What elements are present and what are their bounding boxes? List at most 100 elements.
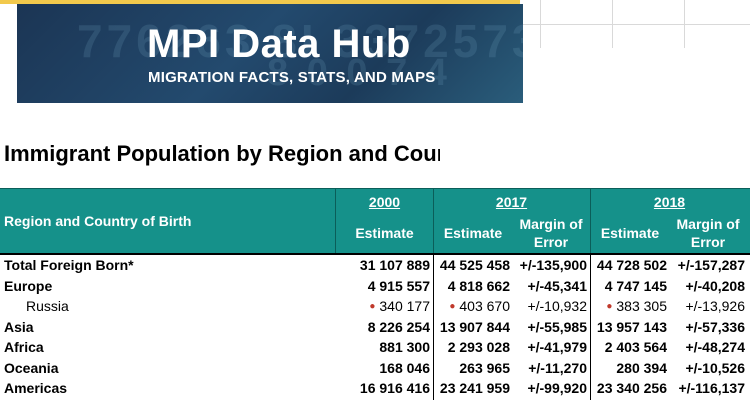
table-cell: 13 957 143 xyxy=(597,319,667,335)
table-cell: 168 046 xyxy=(379,360,430,376)
table-cell: +/-135,900 xyxy=(520,257,587,273)
banner-title: MPI Data Hub xyxy=(147,22,411,66)
year-header-2017: 2017 xyxy=(495,194,528,210)
cell-value: 23 340 256 xyxy=(596,380,667,396)
table-cell: +/-41,979 xyxy=(527,339,587,355)
cell-value: 2 293 028 xyxy=(447,339,510,355)
table-row: Europe 4 915 557 4 818 662 +/-45,341 4 747 1… xyxy=(0,277,750,297)
cell-value: +/-10,526 xyxy=(685,359,745,376)
cell-value: +/-99,920 xyxy=(527,380,587,396)
cell-value: +/-13,926 xyxy=(685,298,745,314)
column-header-moe-2018: Margin of Error xyxy=(676,216,740,250)
cell-value: 4 915 557 xyxy=(367,277,430,294)
table-cell: ● 340 177 xyxy=(369,298,430,314)
cell-value: 383 305 xyxy=(616,298,667,314)
table-cell: +/-116,137 xyxy=(678,380,745,396)
table-cell: 8 226 254 xyxy=(368,319,430,335)
column-header-estimate-2000: Estimate xyxy=(355,225,414,241)
table-cell: +/-10,932 xyxy=(527,298,587,314)
page-title: Immigrant Population by Region and Count… xyxy=(4,141,440,166)
table-cell: 4 915 557 xyxy=(368,278,430,294)
table-cell: 881 300 xyxy=(379,339,430,355)
row-label: Europe xyxy=(4,277,53,294)
cell-value: 881 300 xyxy=(379,339,430,355)
table-cell: 23 340 256 xyxy=(597,380,667,396)
banner-background-pattern: 776263 8I 3372573 xyxy=(77,15,523,67)
column-header-moe-2017: Margin of Error xyxy=(519,216,583,250)
cell-value: +/-157,287 xyxy=(677,257,745,273)
row-label: Asia xyxy=(4,318,34,335)
table-cell: +/-55,985 xyxy=(527,319,587,335)
cell-value: 13 957 143 xyxy=(596,318,667,335)
table-cell: 44 728 502 xyxy=(597,257,667,273)
year-header-2000: 2000 xyxy=(368,194,401,210)
table-cell: 4 818 662 xyxy=(448,278,510,294)
cell-value: 4 818 662 xyxy=(447,277,510,294)
table-header: Region and Country of Birth 2000 Estimat… xyxy=(0,188,750,254)
cell-value: 280 394 xyxy=(616,359,667,376)
column-divider xyxy=(433,189,434,254)
row-label: Africa xyxy=(4,339,44,355)
table-cell: 2 403 564 xyxy=(605,339,667,355)
table-row: Asia 8 226 254 13 907 844 +/-55,985 13 957 1… xyxy=(0,318,750,338)
table-cell: +/-99,920 xyxy=(527,380,587,396)
table-cell: 2 293 028 xyxy=(448,339,510,355)
year-header-2018: 2018 xyxy=(653,194,686,210)
cell-value: +/-116,137 xyxy=(678,380,745,396)
mpi-banner: 776263 8I 3372573 8 0 0 7 4 MPI Data Hub… xyxy=(17,4,523,103)
cell-value: +/-48,274 xyxy=(685,339,745,355)
table-cell: +/-57,336 xyxy=(685,319,745,335)
row-label: Americas xyxy=(4,380,68,396)
cell-value: +/-11,270 xyxy=(528,359,587,376)
cell-value: 44 525 458 xyxy=(439,257,510,273)
table-cell: 31 107 889 xyxy=(360,257,430,273)
table-cell: 16 916 416 xyxy=(360,380,430,396)
cell-value: +/-10,932 xyxy=(527,298,587,314)
cell-value: +/-135,900 xyxy=(519,257,587,273)
cell-value: 403 670 xyxy=(459,298,510,314)
table-cell: 263 965 xyxy=(459,360,510,376)
cell-value: 4 747 145 xyxy=(604,277,667,294)
cell-value: 340 177 xyxy=(379,298,430,314)
column-divider xyxy=(433,255,434,400)
column-header-estimate-2018: Estimate xyxy=(600,225,660,241)
header-bottom-border xyxy=(0,253,750,255)
cell-value: +/-57,336 xyxy=(685,318,745,335)
marker-dot-icon: ● xyxy=(606,301,613,312)
table-cell: 280 394 xyxy=(616,360,667,376)
marker-dot-icon: ● xyxy=(369,301,376,312)
banner-background-pattern: 8 0 0 7 4 xyxy=(267,52,451,94)
row-label: Russia xyxy=(26,298,69,314)
cell-value: 2 403 564 xyxy=(604,339,667,355)
cell-value: 263 965 xyxy=(459,359,510,376)
table-cell: 23 241 959 xyxy=(440,380,510,396)
column-divider xyxy=(590,255,591,400)
table-cell: +/-48,274 xyxy=(685,339,745,355)
table-cell: ● 403 670 xyxy=(449,298,510,314)
row-header-label: Region and Country of Birth xyxy=(4,213,192,229)
table-cell: 44 525 458 xyxy=(440,257,510,273)
row-label: Total Foreign Born* xyxy=(4,257,134,273)
table-cell: +/-40,208 xyxy=(685,278,745,294)
selected-cell-border xyxy=(0,0,520,4)
cell-value: +/-45,341 xyxy=(527,277,587,294)
table-cell: +/-157,287 xyxy=(678,257,745,273)
cell-value: +/-55,985 xyxy=(527,318,587,335)
cell-value: 31 107 889 xyxy=(359,257,430,273)
cell-value: 44 728 502 xyxy=(596,257,667,273)
cell-value: 13 907 844 xyxy=(439,318,510,335)
cell-value: +/-40,208 xyxy=(685,277,745,294)
banner-subtitle: MIGRATION FACTS, STATS, AND MAPS xyxy=(148,69,436,86)
row-label: Oceania xyxy=(4,359,59,376)
table-cell: 4 747 145 xyxy=(605,278,667,294)
table-cell: 13 907 844 xyxy=(440,319,510,335)
table-cell: +/-13,926 xyxy=(685,298,745,314)
table-cell: +/-10,526 xyxy=(685,360,745,376)
cell-value: 23 241 959 xyxy=(439,380,510,396)
table-row: Russia ● 340 177 ● 403 670 +/-10,932 ● 383 305 +… xyxy=(0,297,750,317)
table-row: Americas 16 916 416 23 241 959 +/-99,920 23 … xyxy=(0,379,750,399)
marker-dot-icon: ● xyxy=(449,301,456,312)
table-cell: +/-45,341 xyxy=(527,278,587,294)
column-divider xyxy=(590,189,591,254)
table-row: Oceania 168 046 263 965 +/-11,270 280 394 +/-… xyxy=(0,359,750,379)
